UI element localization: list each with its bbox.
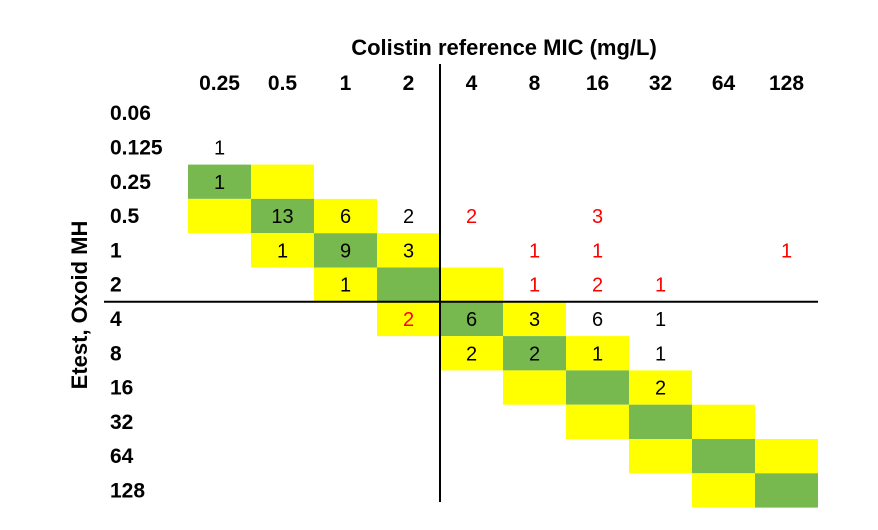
cell-64-32 xyxy=(692,404,755,439)
cell-value-4-8: 2 xyxy=(466,343,477,365)
y-tick-1: 1 xyxy=(110,239,122,262)
x-tick-0_25: 0.25 xyxy=(199,72,240,95)
cell-4-4 xyxy=(440,301,503,337)
x-tick-0_5: 0.5 xyxy=(268,72,298,95)
cell-128-128 xyxy=(755,473,818,508)
cell-value-32-16: 2 xyxy=(655,378,666,400)
cell-value-1-2: 1 xyxy=(340,275,351,297)
cell-value-8-8: 2 xyxy=(529,343,540,365)
cell-2-1 xyxy=(377,233,440,268)
breakpoint-lines xyxy=(104,64,818,502)
y-axis-label: Etest, Oxoid MH xyxy=(67,221,92,390)
cell-128-64 xyxy=(755,439,818,474)
cell-value-1-0_5: 6 xyxy=(340,206,351,228)
cell-0_5-0_5 xyxy=(251,198,314,234)
cell-value-16-8: 1 xyxy=(592,343,603,365)
y-tick-2: 2 xyxy=(110,274,122,297)
x-tick-labels: 0.25 0.5 1 2 4 8 16 32 64 128 xyxy=(199,72,804,95)
y-tick-4: 4 xyxy=(110,308,122,331)
y-tick-labels: 0.06 0.125 0.25 0.5 1 2 4 8 16 32 64 128 xyxy=(110,102,163,502)
cell-value-4-0_5: 2 xyxy=(466,206,477,228)
y-tick-32: 32 xyxy=(110,411,133,434)
cell-value-4-4: 6 xyxy=(466,309,477,331)
x-tick-32: 32 xyxy=(649,72,672,95)
cell-8-16 xyxy=(503,370,566,405)
x-tick-2: 2 xyxy=(403,72,415,95)
cell-value-0_25-0_125: 1 xyxy=(214,137,225,159)
cell-32-64 xyxy=(629,439,692,474)
x-tick-128: 128 xyxy=(769,72,804,95)
cell-0_25-0_5 xyxy=(188,198,251,234)
cell-8-4 xyxy=(503,301,566,337)
cell-1-1 xyxy=(314,233,377,268)
y-tick-0_25: 0.25 xyxy=(110,171,151,194)
y-tick-16: 16 xyxy=(110,377,133,400)
cell-8-8 xyxy=(503,336,566,371)
cell-value-0_25-0_25: 1 xyxy=(214,172,225,194)
cell-value-16-0_5: 3 xyxy=(592,206,603,228)
y-tick-0_5: 0.5 xyxy=(110,205,140,228)
cell-2-4 xyxy=(377,301,440,337)
cell-4-8 xyxy=(440,336,503,371)
x-tick-4: 4 xyxy=(466,72,478,95)
cell-value-2-0_5: 2 xyxy=(403,206,414,228)
cell-16-8 xyxy=(566,336,629,371)
cell-value-1-1: 9 xyxy=(340,240,351,262)
cell-value-8-4: 3 xyxy=(529,309,540,331)
y-tick-128: 128 xyxy=(110,479,145,502)
cells-layer xyxy=(188,164,818,508)
cell-value-0_5-1: 1 xyxy=(277,240,288,262)
cell-value-2-1: 3 xyxy=(403,240,414,262)
cell-value-16-2: 2 xyxy=(592,275,603,297)
y-tick-64: 64 xyxy=(110,445,134,468)
cell-value-16-4: 6 xyxy=(592,309,603,331)
cell-4-2 xyxy=(440,267,503,302)
cell-value-8-2: 1 xyxy=(529,275,540,297)
cell-value-2-4: 2 xyxy=(403,309,414,331)
x-tick-1: 1 xyxy=(340,72,352,95)
cell-value-32-4: 1 xyxy=(655,309,666,331)
cell-0_25-0_25 xyxy=(188,164,251,199)
cell-value-32-8: 1 xyxy=(655,343,666,365)
cell-32-16 xyxy=(629,370,692,405)
cell-value-0_5-0_5: 13 xyxy=(271,206,293,228)
x-tick-64: 64 xyxy=(712,72,736,95)
cell-value-32-2: 1 xyxy=(655,275,666,297)
x-tick-8: 8 xyxy=(529,72,541,95)
cell-2-2 xyxy=(377,267,440,302)
cell-0_5-0_25 xyxy=(251,164,314,199)
x-tick-16: 16 xyxy=(586,72,609,95)
cell-value-16-1: 1 xyxy=(592,240,603,262)
y-tick-0_125: 0.125 xyxy=(110,136,163,159)
cell-32-32 xyxy=(629,404,692,439)
cell-64-128 xyxy=(692,473,755,508)
cell-1-2 xyxy=(314,267,377,302)
cell-16-32 xyxy=(566,404,629,439)
cell-value-8-1: 1 xyxy=(529,240,540,262)
y-tick-0_06: 0.06 xyxy=(110,102,151,125)
cell-1-0_5 xyxy=(314,198,377,234)
cell-64-64 xyxy=(692,439,755,474)
chart-title: Colistin reference MIC (mg/L) xyxy=(351,35,657,60)
y-tick-8: 8 xyxy=(110,342,122,365)
cell-value-128-1: 1 xyxy=(781,240,792,262)
cell-16-16 xyxy=(566,370,629,405)
cell-0_5-1 xyxy=(251,233,314,268)
